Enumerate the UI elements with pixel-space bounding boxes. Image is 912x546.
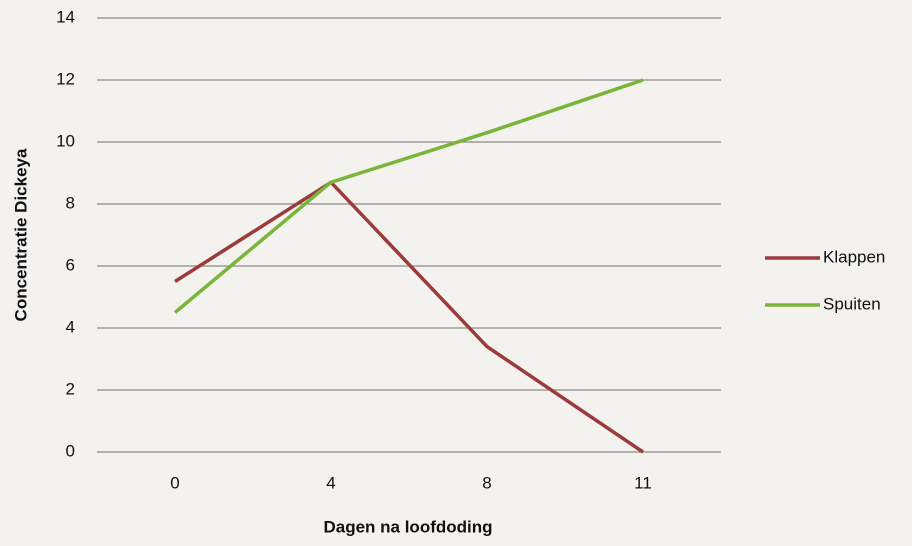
- x-axis-title: Dagen na loofdoding: [323, 517, 492, 536]
- y-tick-label: 4: [66, 317, 75, 336]
- y-tick-label: 2: [66, 379, 75, 398]
- y-axis-title: Concentratie Dickeya: [11, 148, 30, 321]
- y-tick-label: 10: [56, 131, 75, 150]
- y-tick-label: 0: [66, 441, 75, 460]
- x-tick-label: 8: [482, 473, 491, 492]
- y-tick-label: 12: [56, 69, 75, 88]
- x-tick-label: 4: [326, 473, 335, 492]
- line-series: [173, 78, 644, 314]
- y-tick-label: 8: [66, 193, 75, 212]
- y-tick-label: 6: [66, 255, 75, 274]
- legend-label: Klappen: [823, 247, 885, 266]
- x-tick-label: 0: [170, 473, 179, 492]
- x-tick-label: 11: [634, 473, 652, 492]
- line-series: [174, 180, 644, 454]
- legend-label: Spuiten: [823, 294, 881, 313]
- y-tick-label: 14: [56, 7, 75, 26]
